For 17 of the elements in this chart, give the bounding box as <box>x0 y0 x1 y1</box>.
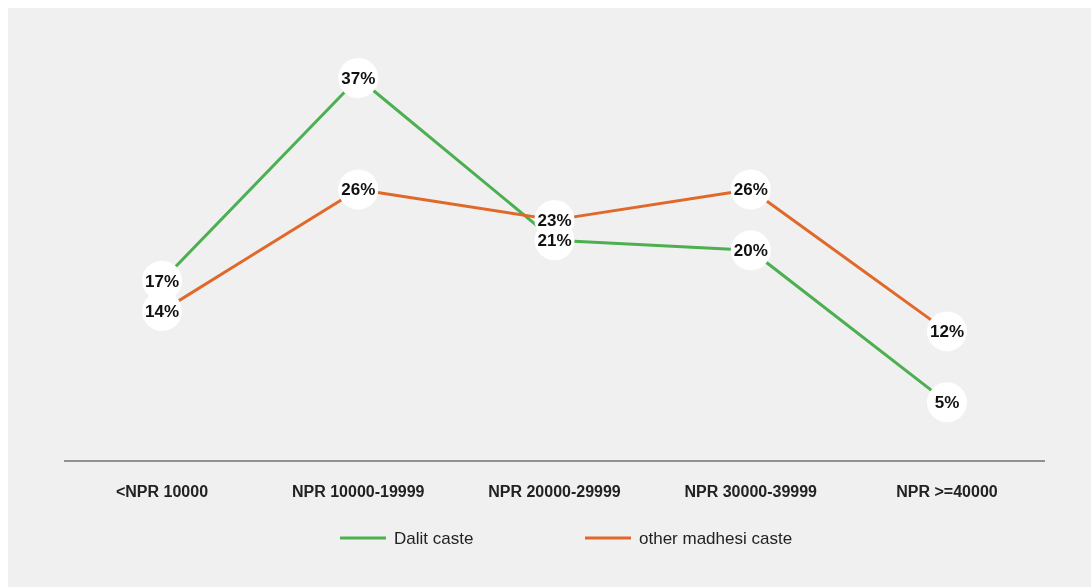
data-label: 12% <box>929 322 965 342</box>
legend-label: other madhesi caste <box>639 529 793 548</box>
x-tick-label: NPR >=40000 <box>896 483 998 500</box>
data-label: 5% <box>934 393 960 413</box>
data-label: 20% <box>733 241 768 261</box>
data-label: 21% <box>537 231 572 251</box>
x-tick-label: NPR 20000-29999 <box>488 483 621 500</box>
data-label: 37% <box>341 69 376 88</box>
legend-label: Dalit caste <box>394 529 474 548</box>
data-label: 26% <box>733 180 768 200</box>
x-tick-label: NPR 30000-39999 <box>684 483 818 500</box>
data-label: 26% <box>341 180 376 200</box>
data-label: 23% <box>537 210 572 230</box>
x-tick-label: NPR 10000-19999 <box>291 483 425 500</box>
x-tick-label: <NPR 10000 <box>115 483 209 500</box>
data-label: 14% <box>144 302 180 322</box>
data-label: 17% <box>144 271 180 291</box>
